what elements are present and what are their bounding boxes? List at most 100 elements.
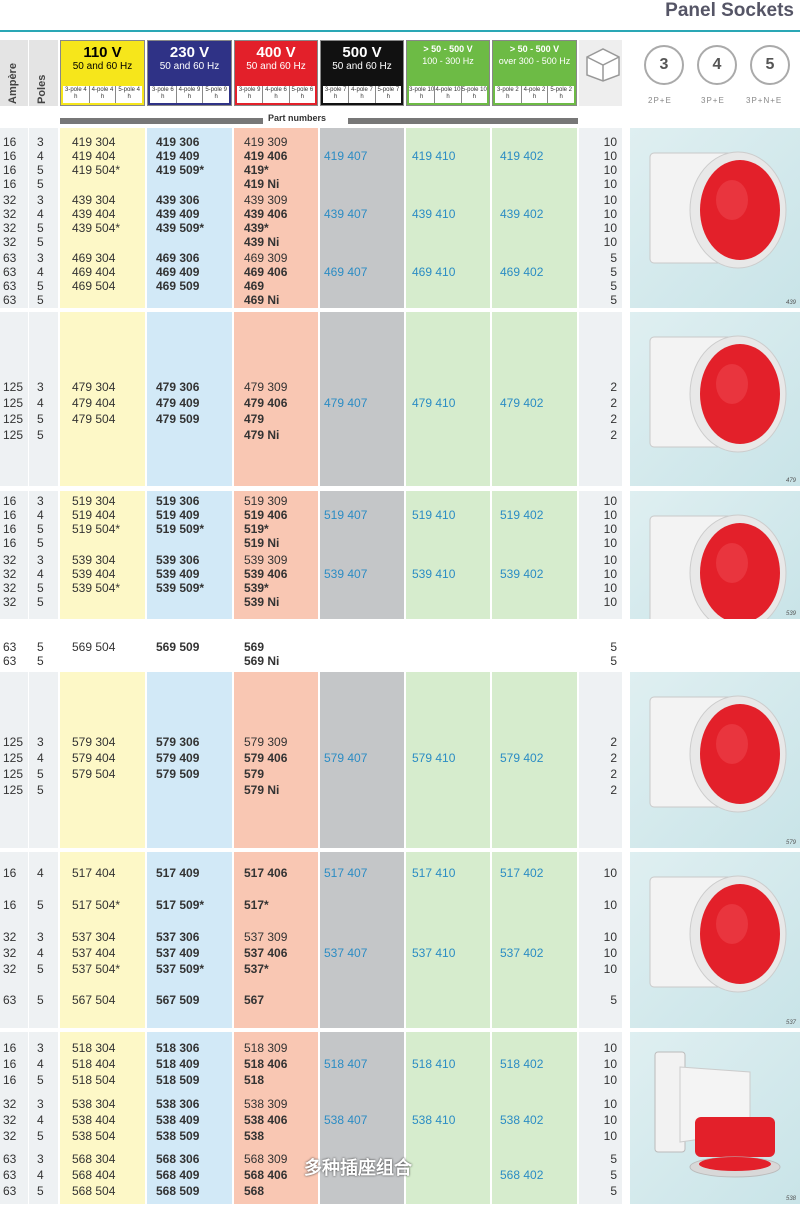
- cell-c400[interactable]: 567: [244, 993, 265, 1007]
- cell-c110[interactable]: 568 404: [72, 1168, 116, 1182]
- cell-c400[interactable]: 568 406: [244, 1168, 288, 1182]
- cell-c400[interactable]: 469 Ni: [244, 293, 280, 307]
- cell-c230[interactable]: 439 306: [156, 193, 200, 207]
- cell-cg1[interactable]: 479 410: [412, 396, 456, 410]
- cell-c230[interactable]: 419 409: [156, 149, 200, 163]
- cell-c400[interactable]: 537 406: [244, 946, 288, 960]
- cell-c110[interactable]: 479 304: [72, 380, 116, 394]
- cell-c400[interactable]: 469 309: [244, 251, 288, 265]
- cell-c230[interactable]: 479 509: [156, 412, 200, 426]
- cell-c400[interactable]: 518 309: [244, 1041, 288, 1055]
- cell-c400[interactable]: 479 Ni: [244, 428, 280, 442]
- cell-c110[interactable]: 518 304: [72, 1041, 116, 1055]
- cell-c110[interactable]: 568 304: [72, 1152, 116, 1166]
- cell-cg2[interactable]: 469 402: [500, 265, 544, 279]
- cell-cg2[interactable]: 538 402: [500, 1113, 544, 1127]
- cell-c500[interactable]: 469 407: [324, 265, 368, 279]
- cell-cg2[interactable]: 419 402: [500, 149, 544, 163]
- cell-cg2[interactable]: 479 402: [500, 396, 544, 410]
- cell-c400[interactable]: 518 406: [244, 1057, 288, 1071]
- cell-c230[interactable]: 419 509*: [156, 163, 205, 177]
- cell-cg2[interactable]: 518 402: [500, 1057, 544, 1071]
- cell-cg2[interactable]: 519 402: [500, 508, 544, 522]
- cell-c110[interactable]: 479 504: [72, 412, 116, 426]
- cell-cg1[interactable]: 419 410: [412, 149, 456, 163]
- cell-c110[interactable]: 439 504*: [72, 221, 121, 235]
- cell-c500[interactable]: 518 407: [324, 1057, 368, 1071]
- cell-c400[interactable]: 517 406: [244, 866, 288, 880]
- cell-c500[interactable]: 538 407: [324, 1113, 368, 1127]
- cell-c400[interactable]: 519 309: [244, 494, 288, 508]
- cell-c230[interactable]: 568 409: [156, 1168, 200, 1182]
- cell-c110[interactable]: 579 404: [72, 751, 116, 765]
- cell-c110[interactable]: 419 404: [72, 149, 116, 163]
- cell-c400[interactable]: 519*: [244, 522, 269, 536]
- cell-cg1[interactable]: 537 410: [412, 946, 456, 960]
- cell-c230[interactable]: 517 509*: [156, 898, 205, 912]
- cell-c400[interactable]: 537*: [244, 962, 269, 976]
- cell-c110[interactable]: 539 304: [72, 553, 116, 567]
- cell-c110[interactable]: 539 404: [72, 567, 116, 581]
- cell-cg2[interactable]: 517 402: [500, 866, 544, 880]
- cell-c400[interactable]: 519 Ni: [244, 536, 280, 550]
- cell-c230[interactable]: 539 409: [156, 567, 200, 581]
- cell-c110[interactable]: 439 304: [72, 193, 116, 207]
- cell-c230[interactable]: 538 306: [156, 1097, 200, 1111]
- cell-c110[interactable]: 419 304: [72, 135, 116, 149]
- cell-c230[interactable]: 479 306: [156, 380, 200, 394]
- cell-c400[interactable]: 419 309: [244, 135, 288, 149]
- cell-c110[interactable]: 538 404: [72, 1113, 116, 1127]
- cell-c230[interactable]: 518 306: [156, 1041, 200, 1055]
- cell-c400[interactable]: 538 309: [244, 1097, 288, 1111]
- cell-c230[interactable]: 579 509: [156, 767, 200, 781]
- cell-c110[interactable]: 517 404: [72, 866, 116, 880]
- cell-c400[interactable]: 518: [244, 1073, 265, 1087]
- cell-c230[interactable]: 568 509: [156, 1184, 200, 1198]
- cell-c230[interactable]: 568 306: [156, 1152, 200, 1166]
- cell-c400[interactable]: 579: [244, 767, 265, 781]
- cell-c110[interactable]: 519 304: [72, 494, 116, 508]
- cell-c400[interactable]: 569 Ni: [244, 654, 280, 668]
- cell-c400[interactable]: 569: [244, 640, 265, 654]
- cell-c230[interactable]: 469 306: [156, 251, 200, 265]
- cell-c230[interactable]: 479 409: [156, 396, 200, 410]
- cell-c400[interactable]: 517*: [244, 898, 269, 912]
- cell-cg2[interactable]: 568 402: [500, 1168, 544, 1182]
- cell-c400[interactable]: 538: [244, 1129, 265, 1143]
- cell-c500[interactable]: 539 407: [324, 567, 368, 581]
- cell-c110[interactable]: 519 404: [72, 508, 116, 522]
- cell-c230[interactable]: 419 306: [156, 135, 200, 149]
- cell-c400[interactable]: 439 Ni: [244, 235, 280, 249]
- cell-c400[interactable]: 538 406: [244, 1113, 288, 1127]
- cell-c230[interactable]: 537 409: [156, 946, 200, 960]
- cell-c110[interactable]: 469 504: [72, 279, 116, 293]
- cell-c230[interactable]: 539 509*: [156, 581, 205, 595]
- cell-c110[interactable]: 538 304: [72, 1097, 116, 1111]
- cell-c400[interactable]: 539 Ni: [244, 595, 280, 609]
- cell-c230[interactable]: 518 509: [156, 1073, 200, 1087]
- cell-c230[interactable]: 469 409: [156, 265, 200, 279]
- cell-cg1[interactable]: 469 410: [412, 265, 456, 279]
- cell-c400[interactable]: 479: [244, 412, 265, 426]
- cell-c230[interactable]: 567 509: [156, 993, 200, 1007]
- cell-cg2[interactable]: 439 402: [500, 207, 544, 221]
- cell-c400[interactable]: 419 Ni: [244, 177, 280, 191]
- cell-c110[interactable]: 538 504: [72, 1129, 116, 1143]
- cell-c400[interactable]: 579 406: [244, 751, 288, 765]
- cell-c400[interactable]: 539 406: [244, 567, 288, 581]
- cell-c110[interactable]: 517 504*: [72, 898, 121, 912]
- cell-cg2[interactable]: 579 402: [500, 751, 544, 765]
- cell-c110[interactable]: 537 304: [72, 930, 116, 944]
- cell-c400[interactable]: 539 309: [244, 553, 288, 567]
- cell-c230[interactable]: 439 509*: [156, 221, 205, 235]
- cell-c110[interactable]: 567 504: [72, 993, 116, 1007]
- cell-c110[interactable]: 469 404: [72, 265, 116, 279]
- cell-c110[interactable]: 469 304: [72, 251, 116, 265]
- cell-c400[interactable]: 469: [244, 279, 265, 293]
- cell-c500[interactable]: 537 407: [324, 946, 368, 960]
- cell-c400[interactable]: 439 406: [244, 207, 288, 221]
- cell-c400[interactable]: 419 406: [244, 149, 288, 163]
- cell-c230[interactable]: 469 509: [156, 279, 200, 293]
- cell-c110[interactable]: 579 504: [72, 767, 116, 781]
- cell-cg2[interactable]: 537 402: [500, 946, 544, 960]
